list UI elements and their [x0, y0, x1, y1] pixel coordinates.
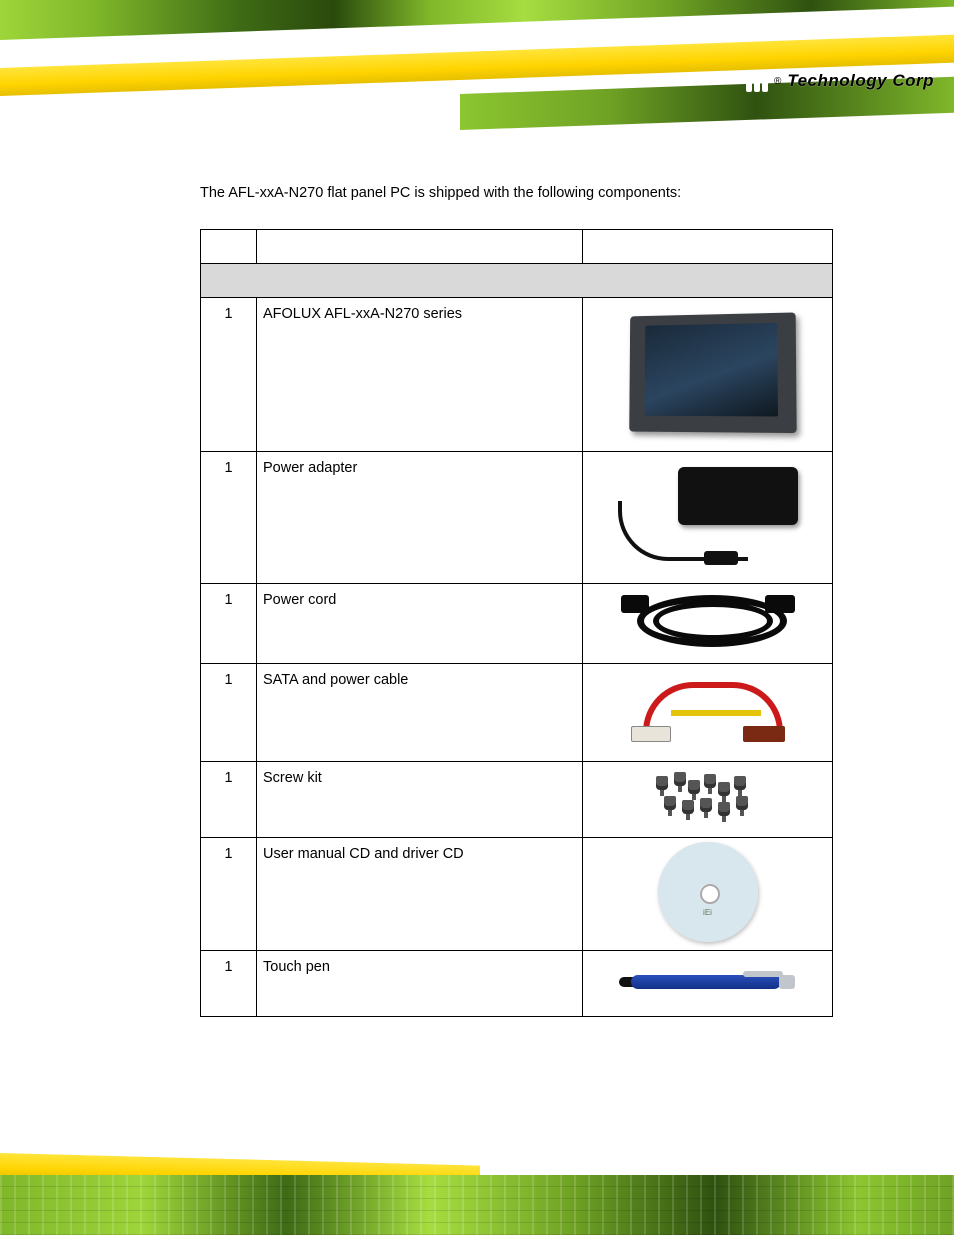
- cell-qty: 1: [201, 584, 257, 664]
- product-image-screws: [648, 770, 768, 826]
- cell-qty: 1: [201, 762, 257, 838]
- cell-item: Power cord: [257, 584, 583, 664]
- cell-image: [583, 584, 833, 664]
- table-header-row: [201, 230, 833, 264]
- page-content: The AFL-xxA-N270 flat panel PC is shippe…: [200, 185, 832, 1017]
- product-image-panel-pc: [613, 306, 803, 440]
- col-header-item: [257, 230, 583, 264]
- cell-image: [583, 762, 833, 838]
- table-row: 1SATA and power cable: [201, 664, 833, 762]
- table-row: 1Screw kit: [201, 762, 833, 838]
- cell-qty: 1: [201, 838, 257, 951]
- intro-text: The AFL-xxA-N270 flat panel PC is shippe…: [200, 185, 832, 201]
- cell-qty: 1: [201, 951, 257, 1017]
- cell-item: Touch pen: [257, 951, 583, 1017]
- product-image-sata: [613, 672, 803, 750]
- cell-image: [583, 452, 833, 584]
- registered-mark: ®: [774, 76, 781, 87]
- cell-qty: 1: [201, 664, 257, 762]
- brand-logo-icon: [746, 70, 768, 92]
- cell-image: [583, 664, 833, 762]
- cell-qty: 1: [201, 452, 257, 584]
- cell-item: AFOLUX AFL-xxA-N270 series: [257, 298, 583, 452]
- brand-name: Technology Corp: [787, 71, 934, 91]
- cell-item: Screw kit: [257, 762, 583, 838]
- footer-green-stripe: [0, 1175, 954, 1235]
- product-image-power-cord: [613, 591, 803, 653]
- table-section-label: [201, 264, 833, 298]
- table-section-row: [201, 264, 833, 298]
- table-row: 1User manual CD and driver CD iEi: [201, 838, 833, 951]
- col-header-qty: [201, 230, 257, 264]
- cell-image: [583, 951, 833, 1017]
- table-row: 1Power cord: [201, 584, 833, 664]
- brand-block: ® Technology Corp: [746, 70, 934, 92]
- footer-banner: [0, 1140, 954, 1235]
- cell-item: SATA and power cable: [257, 664, 583, 762]
- table-row: 1Touch pen: [201, 951, 833, 1017]
- product-image-pen: [613, 967, 803, 997]
- product-image-cd: iEi: [658, 842, 758, 942]
- packing-list-table: 1AFOLUX AFL-xxA-N270 series1Power adapte…: [200, 229, 833, 1017]
- table-row: 1Power adapter: [201, 452, 833, 584]
- table-row: 1AFOLUX AFL-xxA-N270 series: [201, 298, 833, 452]
- cell-item: Power adapter: [257, 452, 583, 584]
- cell-item: User manual CD and driver CD: [257, 838, 583, 951]
- cell-image: [583, 298, 833, 452]
- product-image-adapter: [608, 461, 808, 571]
- col-header-image: [583, 230, 833, 264]
- header-banner: ® Technology Corp: [0, 0, 954, 130]
- cell-qty: 1: [201, 298, 257, 452]
- cell-image: iEi: [583, 838, 833, 951]
